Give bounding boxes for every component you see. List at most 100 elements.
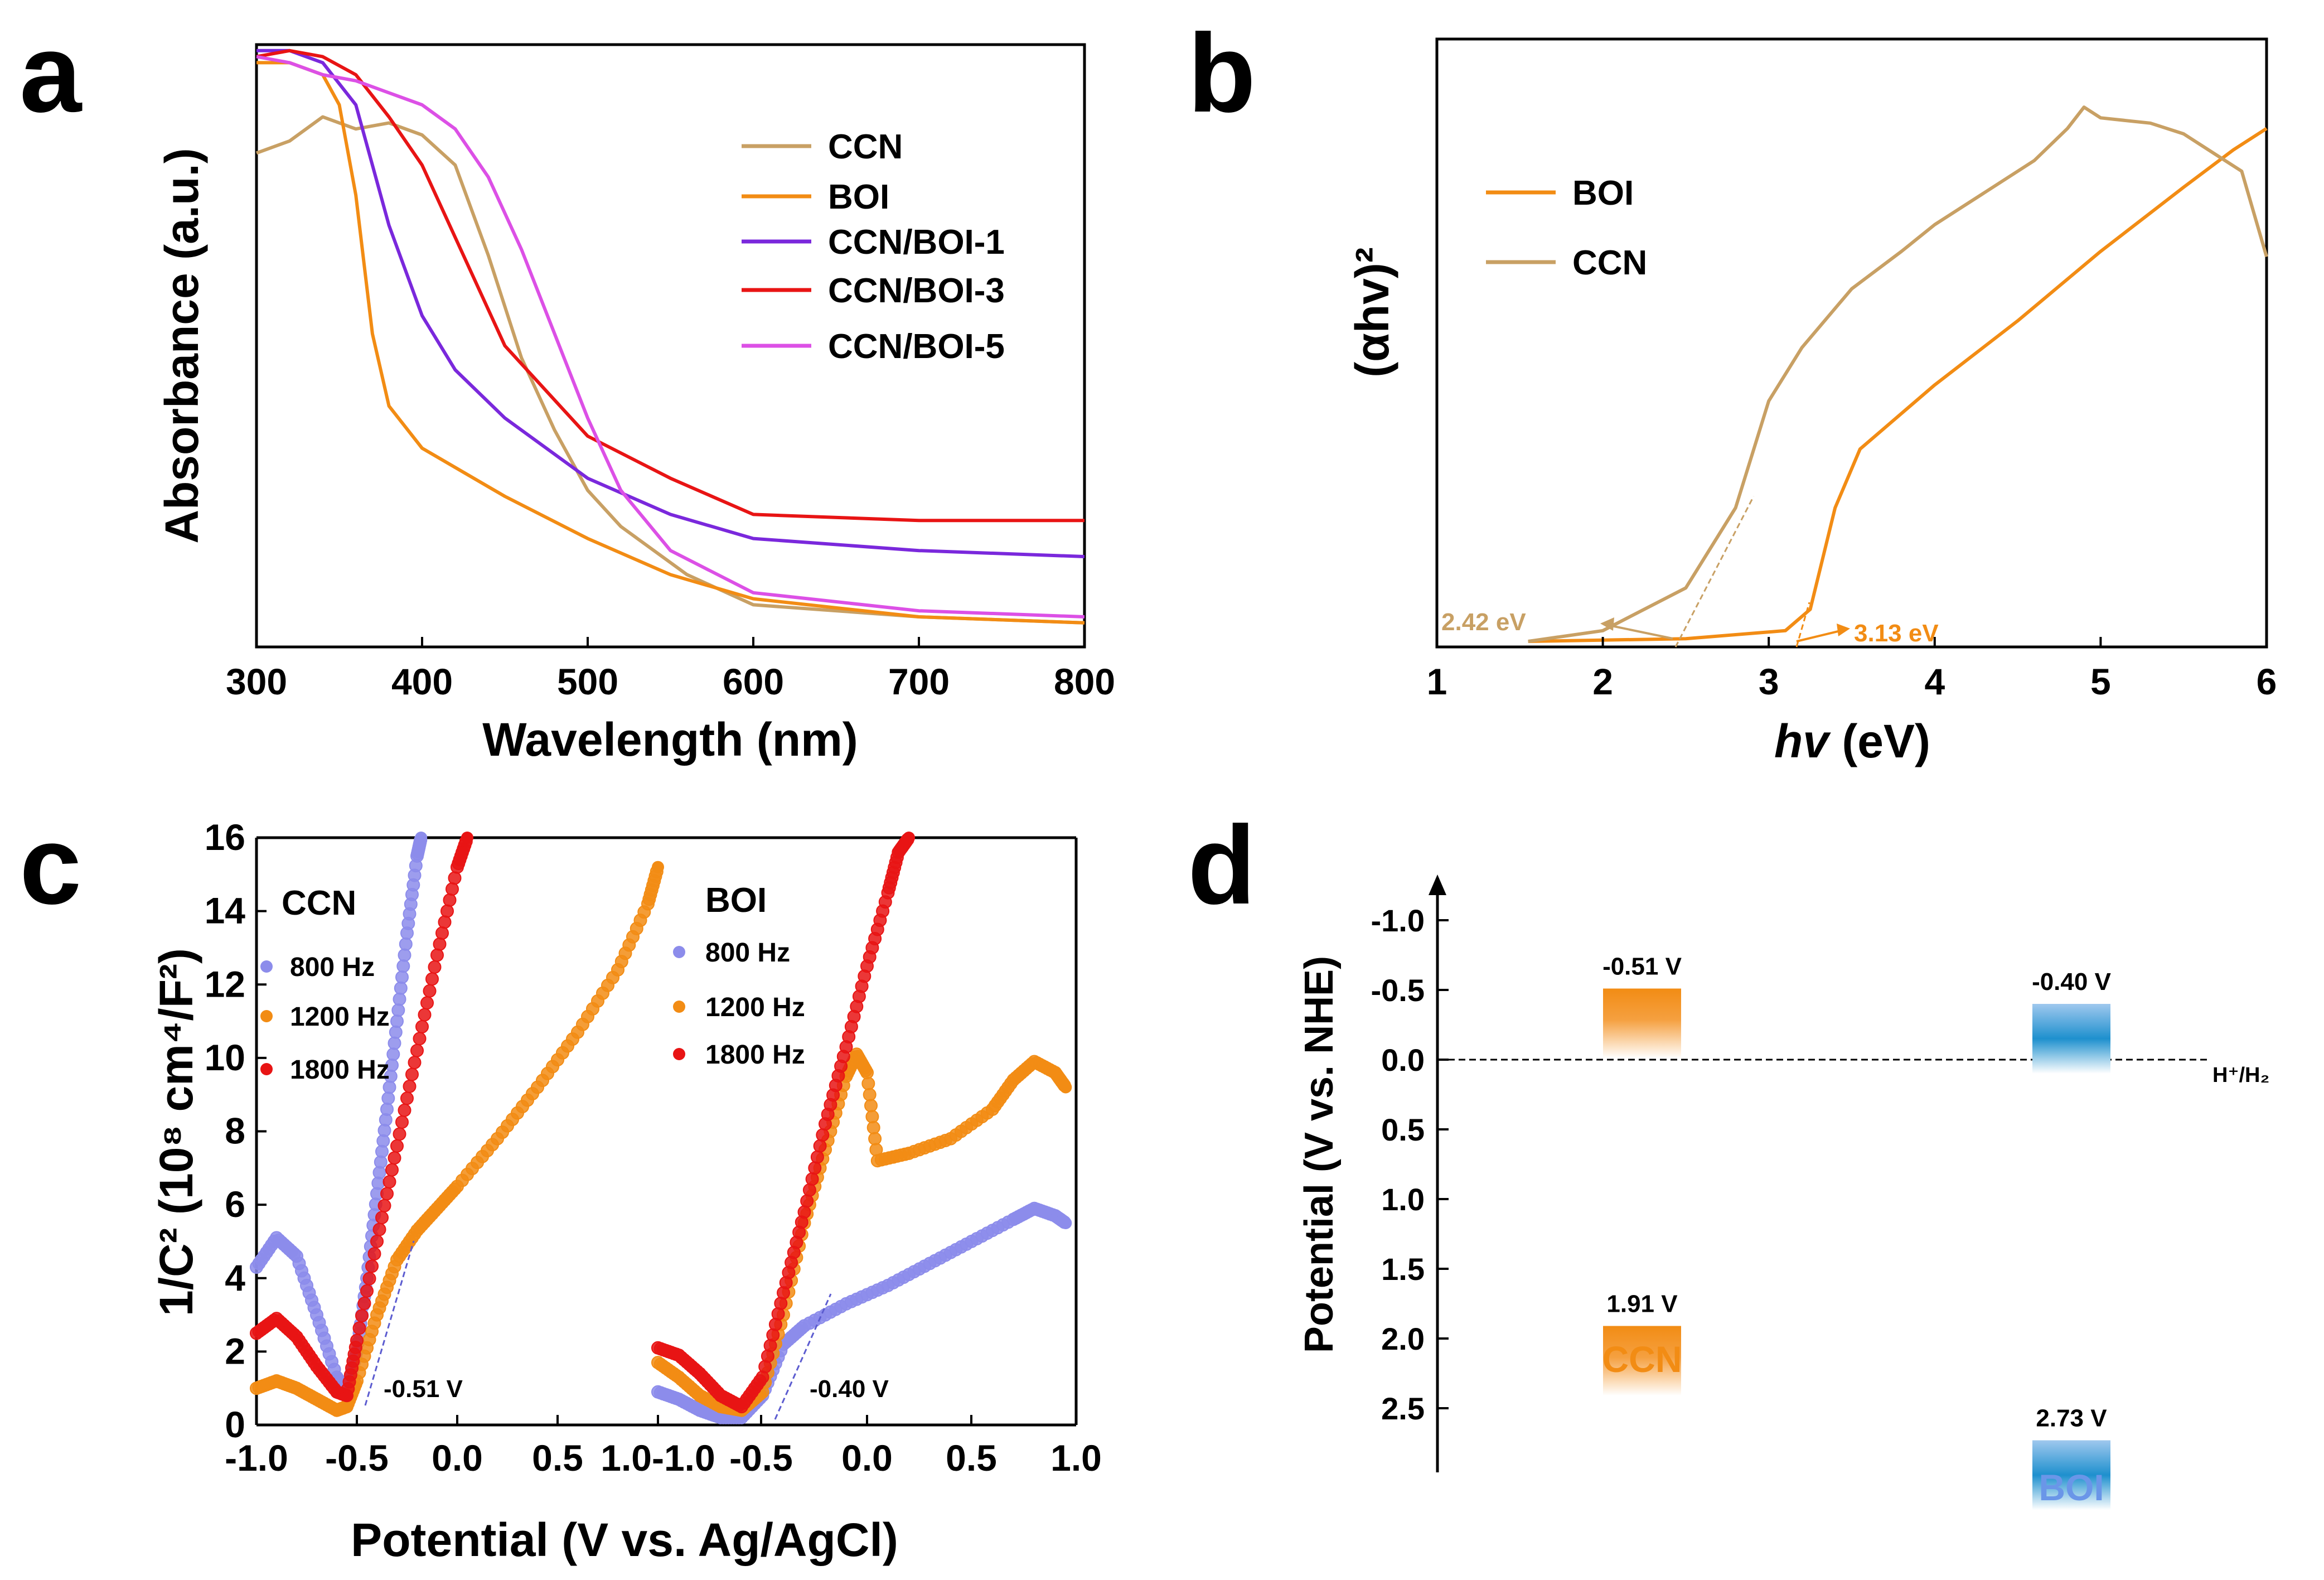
point-ccn-1800-hz — [370, 1234, 384, 1248]
x-tick-label-b: 4 — [1924, 661, 1945, 702]
legend-label-boi: BOI — [828, 178, 889, 216]
x-tick-label-c: 0.0 — [841, 1437, 893, 1478]
y-tick-label-c: 16 — [205, 816, 245, 858]
x-axis-title-b: hv (eV) — [1774, 715, 1930, 767]
point-ccn-800-hz — [393, 992, 406, 1006]
point-ccn-1800-hz — [433, 937, 447, 951]
tauc-curve-ccn — [1528, 105, 2268, 643]
point-ccn-1800-hz — [357, 1297, 371, 1310]
material-label-ccn: CCN — [1602, 1339, 1682, 1380]
legend-label-ccn-boi-1: CCN/BOI-1 — [828, 223, 1005, 262]
point-ccn-1800-hz — [393, 1127, 406, 1141]
x-tick-label-c: -0.5 — [325, 1437, 389, 1478]
point-ccn-1800-hz — [440, 904, 454, 918]
point-boi-800-hz — [1059, 1217, 1072, 1229]
point-ccn-800-hz — [415, 832, 428, 844]
legend-label-ccn-boi-3: CCN/BOI-3 — [828, 272, 1005, 310]
panel-label-b: b — [1188, 11, 1256, 136]
point-boi-1200-hz — [1059, 1081, 1072, 1094]
point-ccn-800-hz — [394, 981, 408, 995]
point-ccn-1800-hz — [415, 1019, 429, 1033]
point-ccn-1800-hz — [448, 871, 462, 885]
arrowhead-boi-bandgap — [1837, 624, 1850, 636]
legend-c-ccn: CCN 800 Hz 1200 Hz 1800 Hz — [260, 884, 390, 1085]
legend-c-boi-label-1200: 1200 Hz — [705, 993, 805, 1022]
point-ccn-1800-hz — [388, 1151, 401, 1165]
x-ticks-c: -1.0 -0.5 0.0 0.5 1.0-1.0 -0.5 0.0 0.5 1.0 — [225, 1415, 1102, 1478]
fit-line-boi — [774, 1293, 832, 1420]
arrow-ccn-bandgap — [1605, 624, 1673, 640]
y-tick-label-d: 0.5 — [1381, 1112, 1425, 1147]
point-ccn-800-hz — [390, 1014, 404, 1028]
x-tick-label-c: -1.0 — [225, 1437, 288, 1478]
cb-label-boi: -0.40 V — [2032, 968, 2112, 996]
point-ccn-1800-hz — [400, 1091, 414, 1105]
band-edges: -0.51 V 1.91 V -0.40 V 2.73 V — [1602, 953, 2112, 1510]
point-ccn-1800-hz — [390, 1139, 404, 1153]
y-axis-arrowhead-d — [1429, 874, 1446, 895]
legend-c-ccn-marker-1200 — [260, 1010, 273, 1022]
legend-c-boi-label-800: 800 Hz — [705, 938, 790, 968]
point-boi-1800-hz — [808, 1161, 822, 1175]
bandgap-label-ccn: 2.42 eV — [1441, 608, 1526, 636]
x-tick-label-b: 1 — [1427, 661, 1447, 702]
vb-label-ccn: 1.91 V — [1606, 1291, 1678, 1318]
legend-c-boi-marker-800 — [673, 946, 685, 958]
material-label-boi: BOI — [2039, 1467, 2104, 1508]
panel-label-c: c — [20, 803, 81, 927]
point-ccn-1800-hz — [423, 984, 437, 998]
x-axis-title-c: Potential (V vs. Ag/AgCl) — [351, 1514, 898, 1566]
x-tick-label-c: -0.5 — [729, 1437, 793, 1478]
x-tick-label-a: 800 — [1054, 661, 1115, 702]
point-ccn-1800-hz — [352, 1321, 366, 1335]
plot-frame-b — [1435, 37, 2268, 649]
x-tick-label-c: 0.0 — [432, 1437, 483, 1478]
legend-c-ccn-marker-1800 — [260, 1063, 273, 1075]
y-tick-label-c: 0 — [225, 1404, 245, 1445]
legend-a: CCN BOI CCN/BOI-1 CCN/BOI-3 CCN/BOI-5 — [742, 128, 1005, 366]
point-ccn-1800-hz — [461, 832, 473, 844]
point-ccn-1800-hz — [443, 893, 457, 907]
point-ccn-800-hz — [380, 1103, 394, 1116]
y-tick-label-d: -0.5 — [1371, 973, 1425, 1008]
y-tick-label-d: 1.5 — [1381, 1252, 1425, 1287]
legend-b: BOI CCN — [1486, 174, 1647, 282]
legend-c-ccn-label-1800: 1800 Hz — [290, 1055, 390, 1085]
point-ccn-1800-hz — [385, 1163, 399, 1177]
bandgap-label-boi: 3.13 eV — [1854, 620, 1939, 647]
x-ticks-a: 300 400 500 600 700 800 — [226, 637, 1115, 702]
valence-band-boi — [2032, 1440, 2110, 1510]
vb-label-boi: 2.73 V — [2036, 1405, 2107, 1432]
point-ccn-1800-hz — [435, 926, 449, 940]
legend-c-ccn-title: CCN — [282, 884, 356, 922]
arrow-boi-bandgap — [1796, 629, 1843, 642]
point-ccn-1800-hz — [398, 1103, 411, 1117]
point-ccn-1800-hz — [355, 1309, 369, 1323]
curve-ccn-boi-3 — [256, 49, 1084, 523]
y-axis-title-c: 1/C² (10⁸ cm⁴/F²) — [150, 948, 202, 1316]
y-tick-label-d: 1.0 — [1381, 1182, 1425, 1217]
point-ccn-800-hz — [389, 1025, 403, 1039]
legend-c-ccn-label-1200: 1200 Hz — [290, 1002, 390, 1032]
y-tick-label-d: 0.0 — [1381, 1042, 1425, 1078]
y-tick-label-d: 2.5 — [1381, 1391, 1425, 1426]
y-axis-title-a: Absorbance (a.u.) — [156, 148, 208, 543]
tangent-line-boi — [1795, 602, 1810, 648]
y-tick-label-c: 2 — [225, 1330, 245, 1371]
point-boi-1800-hz — [813, 1139, 827, 1153]
y-tick-label-c: 14 — [205, 890, 246, 931]
tauc-curves — [1528, 105, 2268, 643]
point-boi-1800-hz — [805, 1172, 819, 1186]
point-ccn-800-hz — [398, 948, 411, 962]
point-ccn-800-hz — [391, 1003, 405, 1017]
arrowhead-ccn-bandgap — [1600, 617, 1614, 631]
point-ccn-1800-hz — [380, 1187, 394, 1201]
point-ccn-1200-hz — [652, 861, 664, 873]
point-boi-1200-hz — [868, 1132, 882, 1146]
point-boi-1200-hz — [864, 1099, 878, 1113]
x-tick-label-b: 5 — [2090, 661, 2111, 702]
x-axis-title-b-unit: (eV) — [1829, 715, 1930, 767]
x-ticks-b: 1 2 3 4 5 6 — [1427, 637, 2277, 702]
legend-c-boi-title: BOI — [705, 881, 767, 920]
